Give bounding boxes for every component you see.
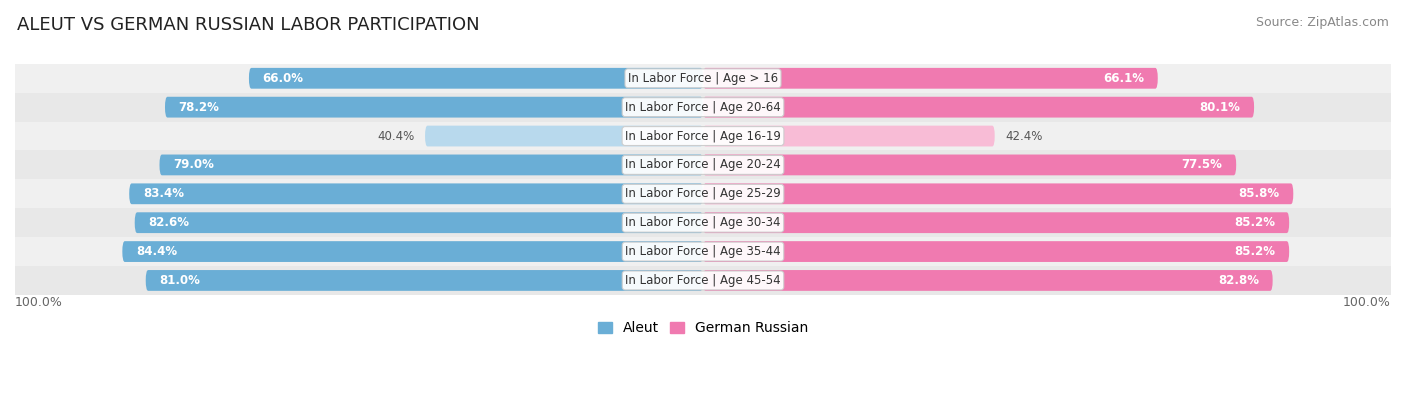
FancyBboxPatch shape: [159, 154, 703, 175]
FancyBboxPatch shape: [165, 97, 703, 118]
FancyBboxPatch shape: [703, 212, 1289, 233]
Text: In Labor Force | Age 25-29: In Labor Force | Age 25-29: [626, 187, 780, 200]
Text: 85.8%: 85.8%: [1239, 187, 1279, 200]
FancyBboxPatch shape: [703, 183, 1294, 204]
Bar: [15, 150, 1391, 179]
Text: 42.4%: 42.4%: [1005, 130, 1042, 143]
FancyBboxPatch shape: [703, 241, 1289, 262]
Legend: Aleut, German Russian: Aleut, German Russian: [592, 316, 814, 341]
FancyBboxPatch shape: [135, 212, 703, 233]
Bar: [15, 93, 1391, 122]
FancyBboxPatch shape: [703, 97, 1254, 118]
Bar: [15, 266, 1391, 295]
Text: 40.4%: 40.4%: [377, 130, 415, 143]
FancyBboxPatch shape: [129, 183, 703, 204]
Text: 83.4%: 83.4%: [143, 187, 184, 200]
Text: In Labor Force | Age 20-24: In Labor Force | Age 20-24: [626, 158, 780, 171]
Text: 78.2%: 78.2%: [179, 101, 219, 114]
Text: 84.4%: 84.4%: [136, 245, 177, 258]
Text: 66.0%: 66.0%: [263, 72, 304, 85]
Bar: [15, 64, 1391, 93]
Text: Source: ZipAtlas.com: Source: ZipAtlas.com: [1256, 16, 1389, 29]
Text: 85.2%: 85.2%: [1234, 245, 1275, 258]
Bar: [15, 122, 1391, 150]
Text: 100.0%: 100.0%: [15, 296, 63, 309]
Text: ALEUT VS GERMAN RUSSIAN LABOR PARTICIPATION: ALEUT VS GERMAN RUSSIAN LABOR PARTICIPAT…: [17, 16, 479, 34]
Text: In Labor Force | Age 16-19: In Labor Force | Age 16-19: [626, 130, 780, 143]
Text: 100.0%: 100.0%: [1343, 296, 1391, 309]
Text: 82.6%: 82.6%: [149, 216, 190, 229]
FancyBboxPatch shape: [122, 241, 703, 262]
FancyBboxPatch shape: [703, 154, 1236, 175]
Text: In Labor Force | Age > 16: In Labor Force | Age > 16: [628, 72, 778, 85]
FancyBboxPatch shape: [703, 68, 1157, 89]
Text: 79.0%: 79.0%: [173, 158, 214, 171]
FancyBboxPatch shape: [703, 270, 1272, 291]
Bar: [15, 237, 1391, 266]
FancyBboxPatch shape: [146, 270, 703, 291]
FancyBboxPatch shape: [249, 68, 703, 89]
Text: 85.2%: 85.2%: [1234, 216, 1275, 229]
Text: In Labor Force | Age 35-44: In Labor Force | Age 35-44: [626, 245, 780, 258]
Text: 82.8%: 82.8%: [1218, 274, 1258, 287]
Text: 77.5%: 77.5%: [1181, 158, 1222, 171]
Bar: [15, 208, 1391, 237]
Text: In Labor Force | Age 30-34: In Labor Force | Age 30-34: [626, 216, 780, 229]
Text: 80.1%: 80.1%: [1199, 101, 1240, 114]
FancyBboxPatch shape: [703, 126, 994, 147]
Text: In Labor Force | Age 45-54: In Labor Force | Age 45-54: [626, 274, 780, 287]
Bar: [15, 179, 1391, 208]
Text: In Labor Force | Age 20-64: In Labor Force | Age 20-64: [626, 101, 780, 114]
Text: 66.1%: 66.1%: [1104, 72, 1144, 85]
FancyBboxPatch shape: [425, 126, 703, 147]
Text: 81.0%: 81.0%: [159, 274, 201, 287]
